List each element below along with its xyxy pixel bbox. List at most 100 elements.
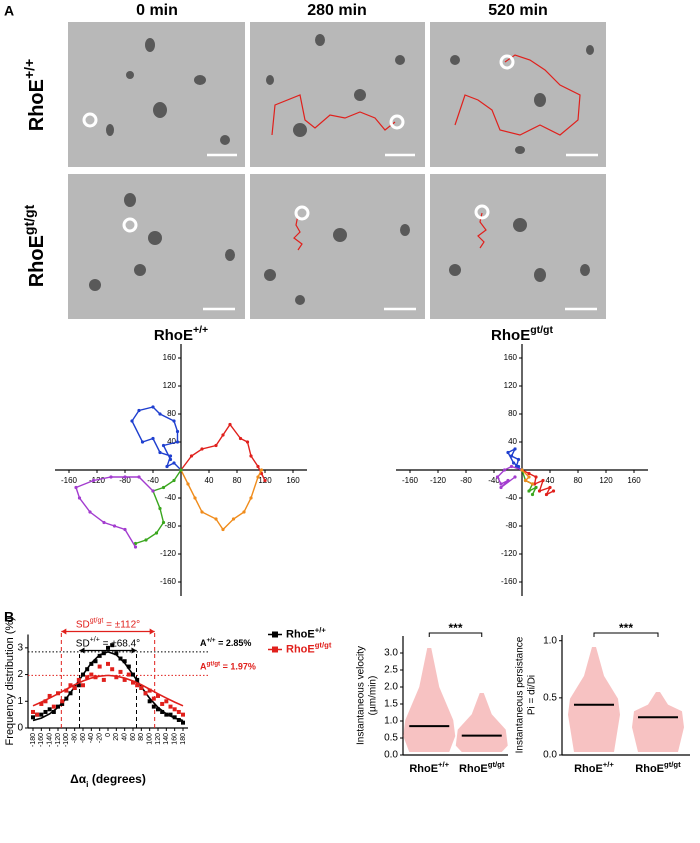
annotation-label-base: A bbox=[200, 638, 207, 648]
y-tick-label: 0 bbox=[17, 723, 23, 734]
x-axis-label: Δαi (degrees) bbox=[70, 772, 146, 789]
track-point bbox=[520, 468, 524, 472]
x-tick-label: 160 bbox=[286, 476, 300, 485]
x-tick-label-sup: +/+ bbox=[438, 760, 450, 769]
y-tick-label: 2.0 bbox=[384, 682, 398, 693]
x-tick-label: 60 bbox=[130, 733, 137, 741]
annotation-label-rest: = 2.85% bbox=[216, 638, 252, 648]
track-point bbox=[516, 457, 521, 462]
data-point bbox=[176, 717, 181, 722]
track-point bbox=[151, 405, 155, 409]
data-point bbox=[114, 675, 119, 680]
x-tick-label-base: RhoE bbox=[635, 763, 664, 775]
y-axis-label: Pi = di/Di bbox=[527, 675, 538, 715]
x-tick-label: -80 bbox=[460, 476, 472, 485]
track-point bbox=[245, 440, 250, 444]
y-tick-label: 1 bbox=[17, 696, 23, 707]
data-point bbox=[143, 691, 148, 696]
track-point bbox=[123, 527, 127, 532]
track-point bbox=[513, 447, 517, 451]
annotation-label: SDgt/gt = ±112° bbox=[76, 618, 140, 630]
chart-title-sup: +/+ bbox=[193, 324, 208, 336]
y-tick-label: -160 bbox=[501, 577, 518, 586]
data-point bbox=[101, 651, 106, 656]
x-tick-label-base: RhoE bbox=[409, 763, 438, 775]
track-point bbox=[509, 464, 514, 469]
data-point bbox=[56, 704, 60, 709]
data-point bbox=[181, 720, 185, 725]
y-axis-label: Instantaneous persistance bbox=[515, 636, 526, 753]
track-point bbox=[74, 485, 78, 490]
track bbox=[180, 423, 266, 481]
track-point bbox=[179, 468, 183, 472]
track-point bbox=[158, 412, 162, 416]
y-tick-label: 160 bbox=[163, 353, 177, 362]
x-tick-label: 40 bbox=[122, 733, 129, 741]
track-point bbox=[541, 478, 545, 483]
track-point bbox=[168, 454, 173, 458]
arrow-head bbox=[149, 628, 155, 635]
track-point bbox=[144, 538, 148, 542]
y-tick-label: 1.5 bbox=[384, 699, 398, 710]
track-point bbox=[530, 482, 535, 486]
annotation-label-sup: +/+ bbox=[207, 637, 216, 644]
x-tick-label: RhoE+/+ bbox=[574, 760, 614, 775]
track-point bbox=[133, 541, 138, 546]
data-point bbox=[147, 699, 152, 704]
track-point bbox=[495, 475, 500, 479]
y-tick-label: -80 bbox=[505, 521, 517, 530]
track-point bbox=[509, 454, 514, 458]
track-point bbox=[91, 478, 96, 483]
data-point bbox=[89, 672, 94, 677]
y-tick-label: 160 bbox=[504, 353, 518, 362]
track-point bbox=[231, 517, 236, 521]
data-point bbox=[156, 693, 160, 698]
row-label-sup: +/+ bbox=[21, 59, 37, 79]
track-point bbox=[551, 489, 556, 493]
row-label: RhoE+/+ bbox=[21, 59, 49, 131]
data-point bbox=[35, 712, 40, 717]
track-point bbox=[513, 475, 517, 479]
track-point bbox=[249, 496, 253, 500]
y-tick-label: 80 bbox=[508, 409, 517, 418]
y-tick-label: 120 bbox=[163, 381, 177, 390]
image bbox=[68, 174, 245, 319]
data-point bbox=[68, 683, 73, 688]
data-point bbox=[68, 691, 73, 696]
x-tick-label: -40 bbox=[88, 733, 95, 743]
data-point bbox=[81, 683, 85, 688]
annotation-label-sup: gt/gt bbox=[207, 661, 222, 668]
significance-bracket bbox=[593, 632, 659, 637]
data-point bbox=[51, 704, 56, 709]
y-tick-label: 3.0 bbox=[384, 648, 398, 659]
track-point bbox=[112, 524, 117, 528]
track-point bbox=[499, 482, 503, 486]
annotation-label-rest: = 1.97% bbox=[220, 662, 256, 672]
legend-marker bbox=[272, 646, 278, 653]
track-point bbox=[527, 475, 531, 479]
data-point bbox=[151, 696, 156, 701]
data-point bbox=[97, 664, 102, 669]
cell-tracks bbox=[271, 54, 581, 251]
x-tick-label: -100 bbox=[63, 733, 70, 747]
data-point bbox=[135, 677, 140, 682]
chart-title-base: RhoE bbox=[491, 327, 530, 344]
y-axis-label: Instantaneous velocity bbox=[356, 646, 367, 745]
chart: 0.0 0.5 1.0 1.5 2.0 2.5 3.0 Instantaneous veloc… bbox=[356, 621, 508, 775]
data-point bbox=[118, 656, 123, 661]
chart: RhoEgt/gt -160 -120 -80 -40 40 80 120 160 160 120 8… bbox=[396, 324, 648, 596]
data-point bbox=[172, 707, 177, 712]
track-point bbox=[151, 489, 155, 493]
data-point bbox=[56, 691, 60, 696]
track-point bbox=[172, 461, 176, 465]
x-tick-label: 20 bbox=[113, 733, 120, 741]
x-tick-label: 180 bbox=[180, 733, 187, 745]
arrow-head bbox=[79, 647, 85, 654]
track-point bbox=[175, 440, 180, 444]
annotation-label: SD+/+ = ±68.4° bbox=[76, 637, 140, 649]
annotation-label-rest: = ±68.4° bbox=[100, 638, 140, 649]
y-tick-label: 0.5 bbox=[543, 692, 557, 703]
data-point bbox=[176, 709, 181, 714]
